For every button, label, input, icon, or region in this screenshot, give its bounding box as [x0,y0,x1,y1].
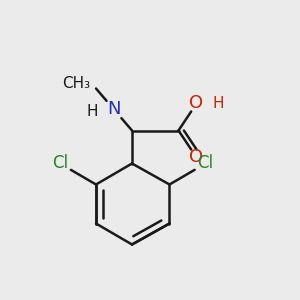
Text: O: O [189,148,204,166]
Text: CH₃: CH₃ [62,76,91,92]
Text: H: H [86,104,98,119]
Text: Cl: Cl [52,154,68,172]
Text: N: N [107,100,121,118]
Text: O: O [189,94,204,112]
Text: H: H [213,96,224,111]
Text: Cl: Cl [197,154,214,172]
